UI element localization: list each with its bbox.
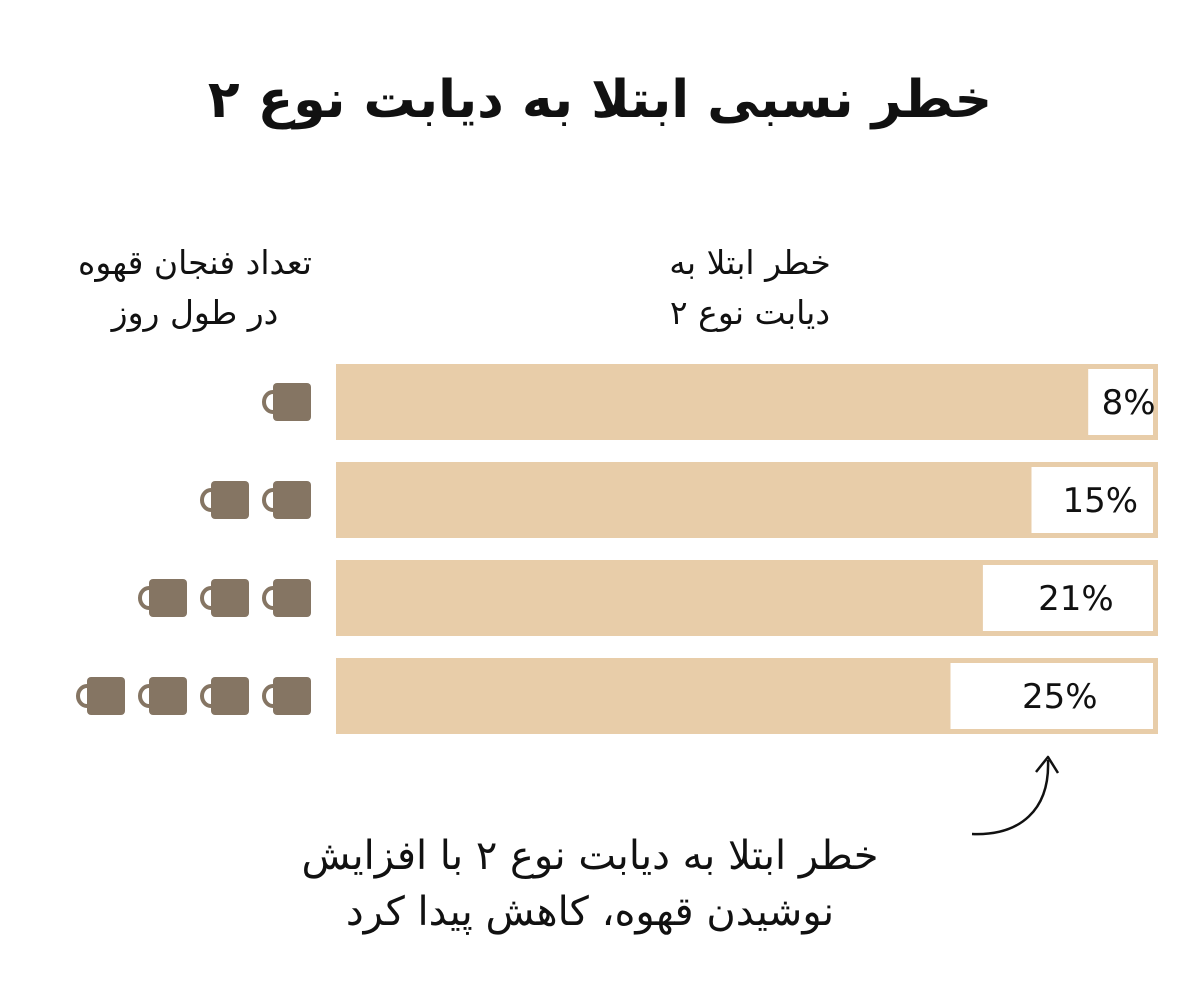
cups-header-line-2: در طول روز [111,293,279,332]
value-box-3 [982,565,1153,631]
cups-header-line-1: تعداد فنجان قهوه [78,243,312,282]
value-label-1: 8% [1102,383,1156,423]
annotation-arrow [971,759,1050,836]
annotation-line-2: نوشیدن قهوه، کاهش پیدا کرد [345,889,835,935]
coffee-cup-icon [262,677,311,715]
coffee-cup-icon [262,383,311,421]
risk-header-line-1: خطر ابتلا به [669,243,831,282]
coffee-cup-icon [262,481,311,519]
coffee-cup-icon [262,579,311,617]
risk-header-line-2: دیابت نوع ۲ [669,293,831,332]
value-label-3: 21% [1038,579,1114,619]
coffee-cup-icon [200,579,249,617]
coffee-cup-icon [76,677,125,715]
coffee-cup-icon [138,677,187,715]
chart-title: خطر نسبی ابتلا به دیابت نوع ۲ [207,70,993,130]
bar-1 [336,364,1158,440]
value-box-1 [1088,369,1153,435]
coffee-cup-icon [200,481,249,519]
coffee-cup-icon [138,579,187,617]
value-box-4 [950,663,1153,729]
cups-column-header: تعداد فنجان قهوه در طول روز [40,238,350,338]
value-label-4: 25% [1022,677,1098,717]
risk-column-header: خطر ابتلا به دیابت نوع ۲ [600,238,900,338]
value-box-2 [1031,467,1153,533]
bar-2 [336,462,1158,538]
annotation-line-1: خطر ابتلا به دیابت نوع ۲ با افزایش [301,833,879,879]
value-label-2: 15% [1062,481,1138,521]
annotation-text: خطر ابتلا به دیابت نوع ۲ با افزایش نوشید… [230,828,950,940]
annotation-arrowhead [1035,755,1060,774]
coffee-cup-icon [200,677,249,715]
